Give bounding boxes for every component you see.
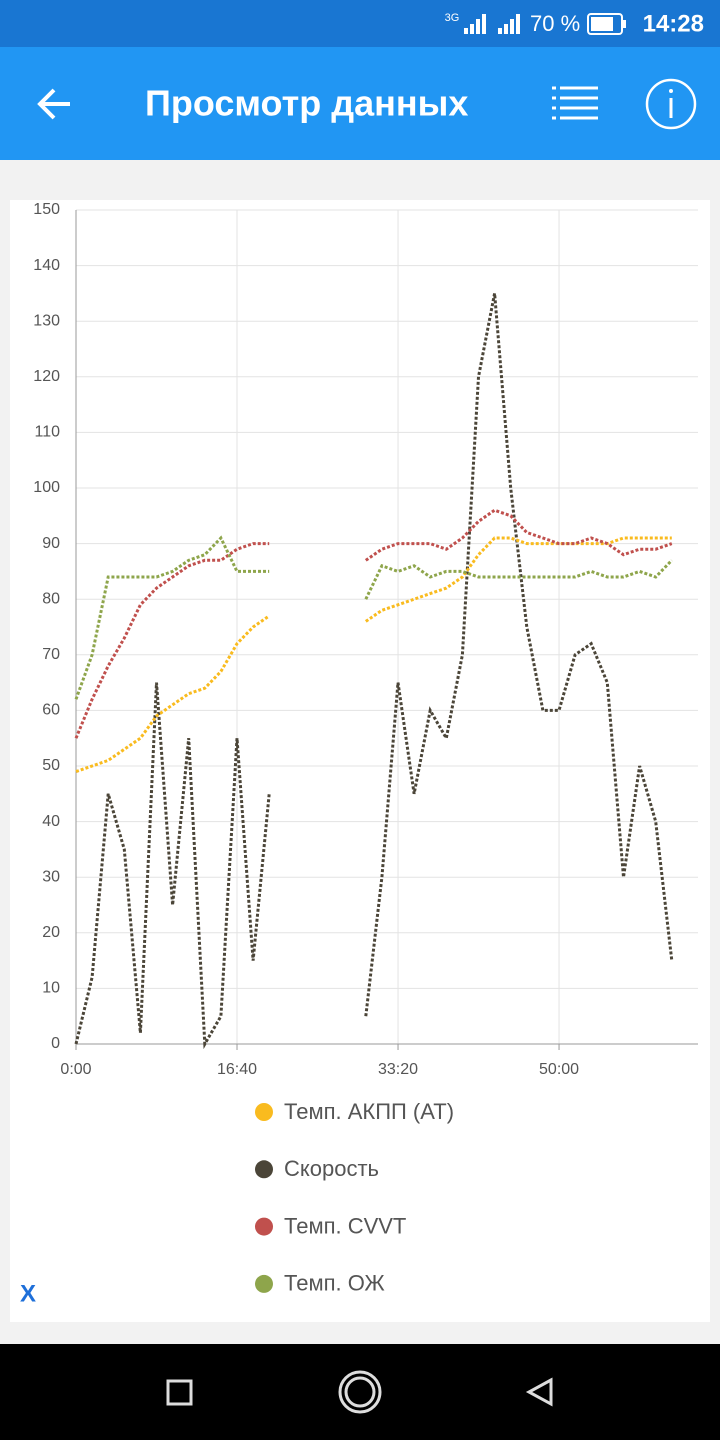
series-line: [75, 536, 672, 774]
legend-marker: [255, 1274, 273, 1293]
legend-label: Темп. CVVT: [284, 1213, 406, 1238]
y-tick-label: 10: [42, 980, 60, 997]
y-tick-label: 110: [34, 424, 60, 441]
battery-level: 70 %: [530, 11, 580, 36]
legend-label: Темп. ОЖ: [284, 1271, 385, 1296]
series-line: [74, 293, 674, 1050]
y-tick-label: 50: [42, 757, 60, 774]
legend-marker: [255, 1160, 273, 1179]
y-tick-label: 120: [33, 368, 60, 385]
chart-card: [10, 200, 710, 1322]
clock: 14:28: [643, 10, 704, 37]
plot: 0 10 20 30 40 50 60 70 80 90 100 110 120 130 140 150 0:0…: [33, 201, 698, 1296]
y-tick-label: 90: [42, 535, 60, 552]
legend-label: Скорость: [284, 1156, 379, 1181]
y-tick-label: 150: [33, 201, 60, 218]
legend-label: Темп. АКПП (AT): [284, 1099, 454, 1124]
series-line: [74, 508, 673, 739]
recents-button[interactable]: [166, 1379, 193, 1406]
x-tick-label: 50:00: [539, 1061, 579, 1078]
x-tick-label: 0:00: [60, 1061, 91, 1078]
y-tick-label: 70: [42, 646, 60, 663]
app-title: Просмотр данных: [145, 83, 468, 124]
y-tick-label: 60: [42, 702, 60, 719]
y-tick-label: 100: [33, 479, 60, 496]
signal-icons: [464, 14, 520, 34]
back-nav-button[interactable]: [525, 1377, 553, 1407]
info-button[interactable]: [645, 78, 697, 130]
y-tick-label: 20: [42, 924, 60, 941]
y-tick-label: 40: [42, 813, 60, 830]
back-button[interactable]: [37, 88, 70, 120]
close-button[interactable]: X: [20, 1280, 36, 1307]
x-tick-label: 16:40: [217, 1061, 257, 1078]
battery-icon: [587, 13, 626, 35]
home-button[interactable]: [338, 1370, 382, 1414]
network-type: 3G: [445, 12, 460, 24]
y-tick-label: 0: [51, 1035, 60, 1052]
y-tick-label: 130: [33, 312, 60, 329]
y-tick-label: 80: [42, 590, 60, 607]
x-tick-label: 33:20: [378, 1061, 418, 1078]
legend-marker: [255, 1217, 273, 1236]
y-tick-label: 30: [42, 868, 60, 885]
nav-bar: [0, 1344, 720, 1440]
app-bar: [0, 47, 720, 160]
series-line: [74, 535, 673, 700]
legend-marker: [255, 1103, 273, 1121]
y-tick-label: 140: [33, 257, 60, 274]
list-button[interactable]: [552, 86, 598, 120]
